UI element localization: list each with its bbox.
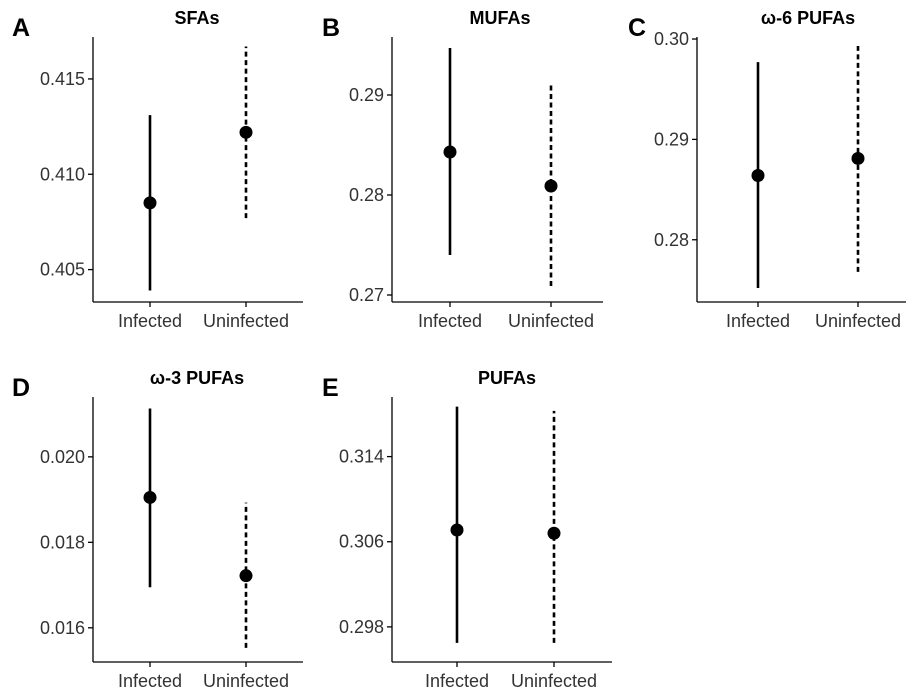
panel-title-d: ω-3 PUFAs <box>150 368 244 388</box>
panel-title-b: MUFAs <box>469 8 530 28</box>
y-tick-label: 0.415 <box>40 69 85 89</box>
mean-point-infected <box>143 196 157 210</box>
panel-a: A SFAs 0.405 0.410 0.415 Infected Uninfected <box>12 8 303 331</box>
mean-point-infected <box>143 490 157 504</box>
panel-title-a: SFAs <box>174 8 219 28</box>
y-tick-label: 0.29 <box>654 129 689 149</box>
y-tick-label: 0.405 <box>40 260 85 280</box>
x-tick-label: Uninfected <box>203 311 289 331</box>
y-tick-label: 0.30 <box>654 29 689 49</box>
x-tick-label: Infected <box>425 671 489 690</box>
y-tick-label: 0.306 <box>339 532 384 552</box>
y-tick-label: 0.410 <box>40 164 85 184</box>
panel-letter-c: C <box>628 14 646 42</box>
x-tick-label: Uninfected <box>508 311 594 331</box>
x-tick-label: Infected <box>118 311 182 331</box>
x-tick-label: Uninfected <box>203 671 289 690</box>
mean-point-uninfected <box>239 569 253 583</box>
panel-e: E PUFAs 0.298 0.306 0.314 Infected Uninfected <box>322 368 612 690</box>
x-tick-label: Infected <box>726 311 790 331</box>
x-tick-label: Uninfected <box>815 311 901 331</box>
panel-title-e: PUFAs <box>478 368 536 388</box>
y-tick-label: 0.314 <box>339 447 384 467</box>
mean-point-infected <box>751 169 765 183</box>
mean-point-uninfected <box>851 151 865 165</box>
x-tick-label: Uninfected <box>511 671 597 690</box>
mean-point-infected <box>443 145 457 159</box>
panel-title-c: ω-6 PUFAs <box>761 8 855 28</box>
mean-point-infected <box>450 523 464 537</box>
y-tick-label: 0.29 <box>349 85 384 105</box>
panel-letter-b: B <box>322 14 340 42</box>
mean-point-uninfected <box>547 526 561 540</box>
panel-letter-e: E <box>322 374 339 402</box>
x-tick-label: Infected <box>118 671 182 690</box>
panel-letter-d: D <box>12 374 30 402</box>
y-tick-label: 0.020 <box>40 447 85 467</box>
y-tick-label: 0.016 <box>40 618 85 638</box>
mean-point-uninfected <box>239 125 253 139</box>
x-tick-label: Infected <box>418 311 482 331</box>
mean-point-uninfected <box>544 179 558 193</box>
y-tick-label: 0.27 <box>349 285 384 305</box>
figure-panels: A SFAs 0.405 0.410 0.415 Infected Uninfected B M… <box>12 8 906 690</box>
panel-letter-a: A <box>12 14 30 42</box>
y-tick-label: 0.28 <box>349 185 384 205</box>
y-tick-label: 0.298 <box>339 617 384 637</box>
y-tick-label: 0.018 <box>40 532 85 552</box>
y-tick-label: 0.28 <box>654 230 689 250</box>
panel-b: B MUFAs 0.27 0.28 0.29 Infected Uninfected <box>322 8 603 331</box>
